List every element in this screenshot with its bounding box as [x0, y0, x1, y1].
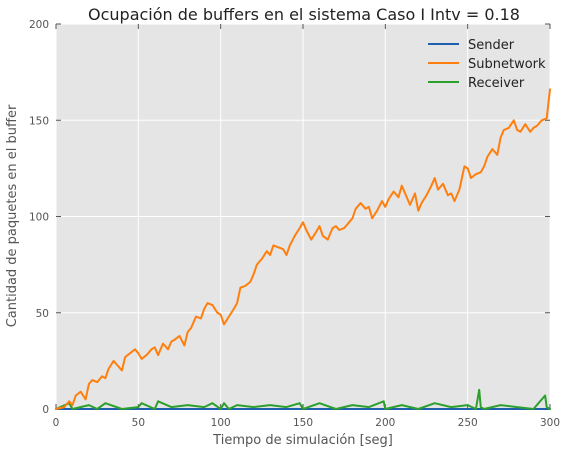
legend-label: Receiver — [468, 76, 525, 91]
x-tick-label: 300 — [540, 417, 560, 429]
y-tick-label: 0 — [42, 404, 49, 416]
series-line-subnetwork — [55, 88, 551, 410]
x-tick-label: 100 — [211, 417, 231, 429]
x-tick-label: 150 — [293, 417, 313, 429]
x-tick-label: 50 — [132, 417, 145, 429]
y-tick-label: 100 — [29, 212, 49, 224]
y-tick-label: 50 — [36, 308, 49, 320]
y-tick-label: 150 — [29, 115, 49, 127]
x-tick-label: 0 — [53, 417, 60, 429]
y-axis-label: Cantidad de paquetes en el buffer — [5, 104, 20, 327]
x-tick-label: 250 — [458, 417, 478, 429]
x-axis-label: Tiempo de simulación [seg] — [212, 433, 393, 448]
chart-title: Ocupación de buffers en el sistema Caso … — [88, 5, 520, 24]
legend-label: Sender — [468, 38, 515, 53]
series-lines — [55, 88, 551, 410]
axis-ticks: 0 50 100 150 200 250 300 0 50 100 150 200 — [29, 19, 560, 429]
y-tick-label: 200 — [29, 19, 49, 31]
legend: Sender Subnetwork Receiver — [428, 38, 546, 91]
x-tick-label: 200 — [375, 417, 395, 429]
legend-label: Subnetwork — [468, 57, 546, 72]
series-line-receiver — [55, 388, 551, 410]
